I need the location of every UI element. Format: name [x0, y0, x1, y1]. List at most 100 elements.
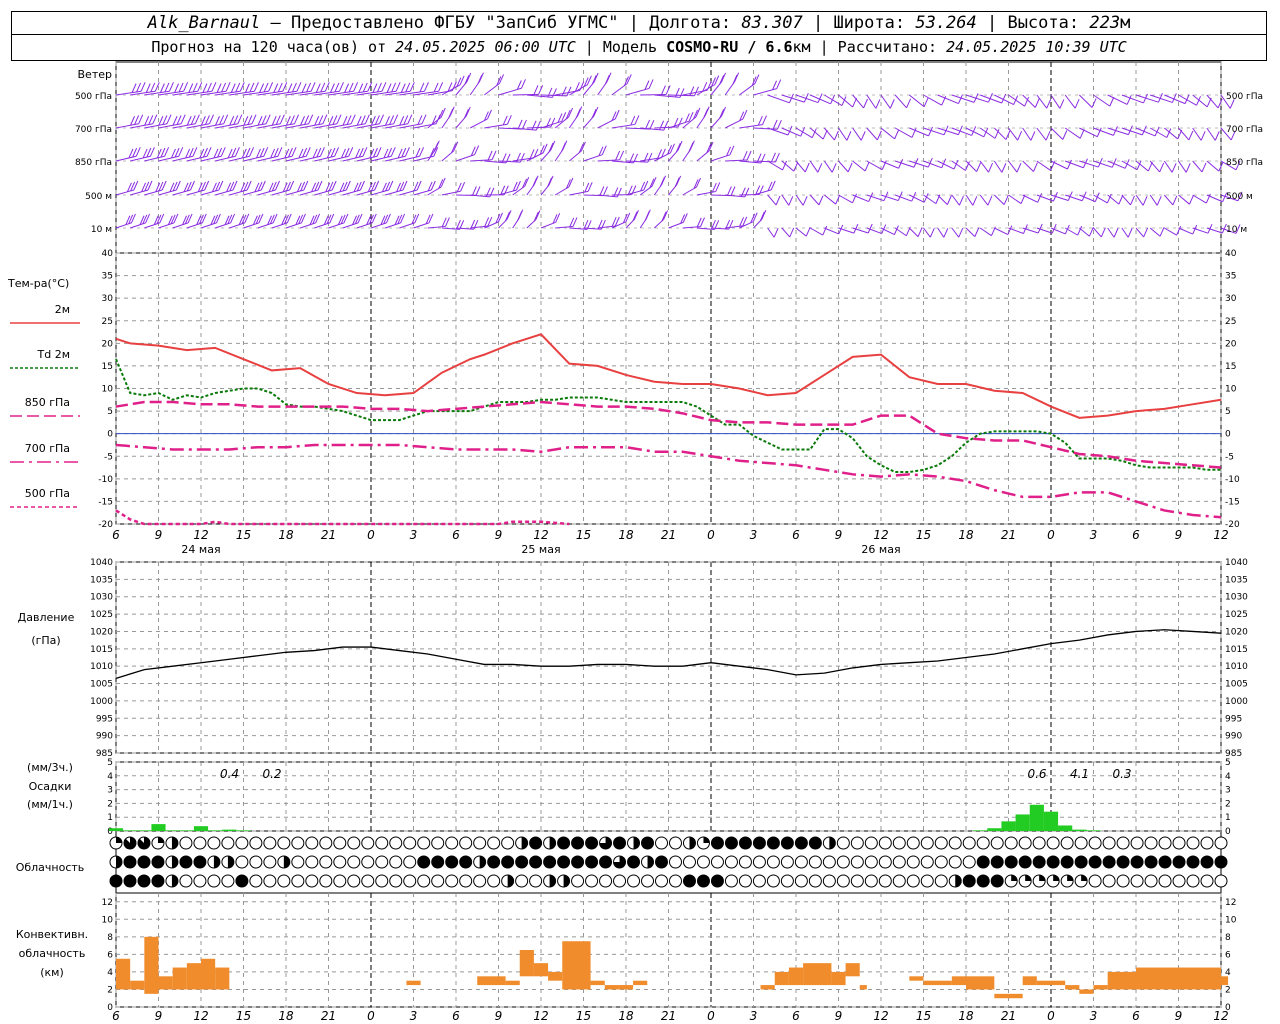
wind-barb-flag — [133, 180, 139, 191]
cloud-symbol — [696, 855, 710, 869]
wind-barb-flag — [495, 213, 501, 224]
cloud-symbol — [529, 874, 543, 888]
wind-barb-flag — [566, 86, 572, 97]
wind-barb-flag — [565, 179, 571, 189]
wind-barb-flag — [199, 148, 205, 159]
wind-barb — [1050, 227, 1066, 235]
wind-barb-flag — [517, 211, 523, 221]
forecast-label: Прогноз на 120 часа(ов) от — [151, 38, 396, 56]
cloud-symbol-fill — [1025, 875, 1032, 881]
cloud-symbol — [1004, 836, 1018, 850]
wind-barb-flag — [598, 146, 604, 157]
altitude: 223 — [1089, 13, 1121, 33]
wind-barb-flag — [487, 216, 493, 227]
cloud-symbol-fill — [227, 856, 234, 868]
wind-barb-flag — [591, 75, 597, 85]
wind-barb-flag — [314, 181, 320, 192]
cloud-symbol — [934, 855, 948, 869]
wind-barb — [823, 127, 835, 141]
temp-ytick-left: -15 — [98, 497, 113, 507]
pressure-ytick-right: 990 — [1225, 732, 1242, 742]
precip-unit-1h: (мм/1ч.) — [27, 798, 73, 811]
wind-barb-flag — [1024, 97, 1030, 107]
convective-bar — [923, 980, 952, 986]
cloud-symbol-fill — [123, 856, 136, 868]
wind-barb-flag — [159, 83, 165, 93]
convective-bar — [803, 963, 832, 986]
temp-ytick-left: 15 — [102, 362, 113, 372]
wind-barb-flag — [776, 120, 782, 130]
wind-barb-flag — [838, 224, 844, 235]
latitude-label: | Широта: — [802, 13, 916, 33]
cloud-symbol — [277, 874, 291, 888]
wind-barb-flag — [463, 109, 469, 119]
wind-barb-flag — [569, 217, 575, 228]
wind-barb — [753, 88, 777, 96]
wind-barb-flag — [1158, 92, 1163, 103]
wind-barb-flag — [285, 181, 291, 192]
wind-barb — [781, 194, 790, 206]
conv-xtick-label: 15 — [236, 1009, 251, 1023]
cloud-symbol-fill — [977, 875, 990, 887]
wind-barb — [923, 127, 945, 136]
temp-xtick-label: 21 — [1001, 528, 1016, 542]
wind-barb-flag — [178, 82, 184, 93]
cloud-symbol — [347, 855, 361, 869]
wind-barb-flag — [876, 130, 882, 141]
temp-ytick-right: -15 — [1225, 497, 1240, 507]
wind-barb — [809, 227, 824, 236]
wind-barb-flag — [726, 146, 731, 157]
pressure-ytick-right: 1015 — [1225, 645, 1248, 655]
wind-barb-flag — [1172, 195, 1178, 206]
wind-barb-flag — [241, 214, 247, 225]
wind-barb-flag — [677, 117, 683, 128]
wind-barb-flag — [367, 182, 373, 193]
wind-barb-flag — [182, 215, 187, 225]
wind-level-label-right: 850 гПа — [1226, 158, 1263, 168]
wind-barb-flag — [1067, 191, 1073, 201]
wind-barb-flag — [496, 76, 502, 86]
wind-barb-flag — [1034, 98, 1040, 108]
wind-barb-flag — [994, 129, 1000, 139]
wind-barb-flag — [216, 83, 222, 93]
wind-barb — [1178, 160, 1187, 173]
wind-barb-flag — [460, 182, 466, 192]
wind-barb — [767, 127, 789, 136]
conv-ytick-left: 8 — [107, 933, 113, 943]
wind-barb-flag — [243, 181, 249, 192]
wind-barb — [824, 227, 839, 235]
pressure-ytick-right: 1000 — [1225, 697, 1248, 707]
cloud-symbol — [249, 855, 263, 869]
wind-barb-flag — [447, 82, 453, 92]
wind-barb-flag — [281, 215, 287, 225]
wind-barb-flag — [734, 72, 740, 82]
wind-barb-flag — [688, 111, 694, 122]
temp-xtick-label: 21 — [321, 528, 336, 542]
wind-barb-flag — [156, 214, 162, 225]
cloud-symbol-fill — [725, 837, 738, 849]
wind-barb-flag — [244, 83, 250, 93]
wind-barb-flag — [305, 147, 311, 157]
wind-barb-flag — [328, 116, 334, 126]
wind-level-label-right: 500 гПа — [1226, 92, 1263, 102]
temp-xtick-label: 9 — [155, 528, 163, 542]
wind-barb-flag — [385, 213, 391, 224]
convective-bar — [505, 980, 520, 986]
wind-barb-flag — [381, 182, 387, 193]
wind-barb-flag — [835, 194, 841, 205]
wind-barb-flag — [430, 180, 436, 191]
wind-barb-flag — [1171, 163, 1177, 173]
wind-barb-flag — [344, 83, 350, 93]
wind-barb-flag — [188, 147, 194, 158]
wind-barb-flag — [197, 82, 203, 92]
wind-barb-flag — [448, 108, 454, 119]
wind-barb-flag — [444, 217, 450, 227]
conv-ytick-right: 12 — [1225, 898, 1236, 908]
wind-barb — [1149, 127, 1168, 138]
wind-barb-flag — [732, 74, 738, 85]
wind-barb-flag — [822, 225, 828, 236]
wind-barb-flag — [440, 107, 446, 118]
wind-barb-flag — [841, 96, 847, 106]
wind-barb-flag — [1130, 195, 1135, 206]
wind-barb-flag — [1033, 162, 1038, 172]
